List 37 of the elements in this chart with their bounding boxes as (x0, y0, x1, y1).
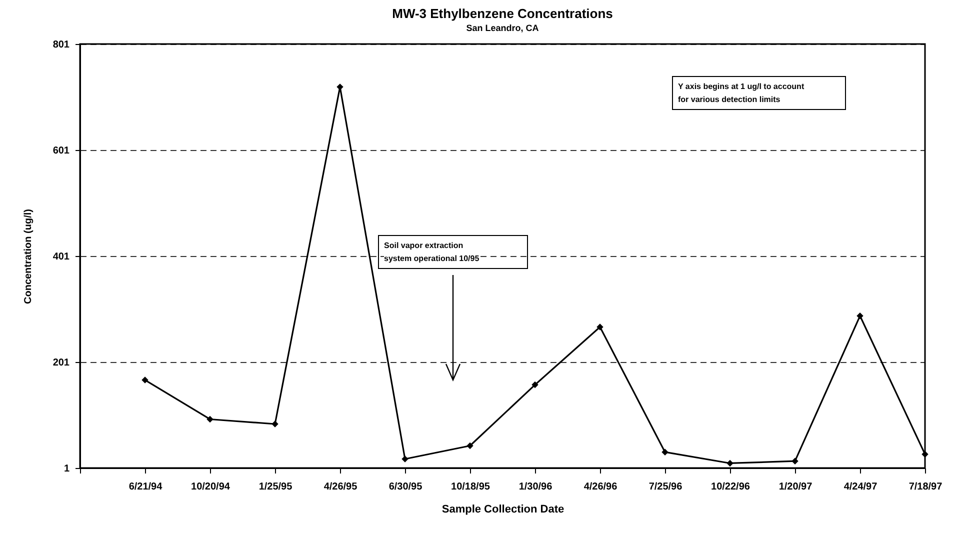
x-tick-label: 4/26/96 (584, 482, 618, 492)
x-tick-label: 6/30/95 (388, 482, 423, 492)
x-tick-label: 4/24/97 (844, 482, 878, 492)
point (206, 416, 214, 423)
point (336, 84, 344, 90)
x-tick-label: 4/26/95 (324, 482, 358, 492)
y-tick-label: 1 (64, 464, 70, 474)
chart-subtitle: San Leandro, CA (466, 23, 540, 33)
x-tick-label: 10/20/94 (191, 482, 230, 492)
x-tick-label: 1/30/96 (518, 482, 553, 492)
x-tick-label: 10/18/95 (451, 482, 490, 492)
x-tick-label: 1/20/97 (778, 482, 813, 492)
annotation: Soil vapor extraction system operational 10/95 (384, 241, 480, 263)
point (272, 420, 278, 428)
x-axis-title: Sample Collection Date (442, 504, 564, 516)
point (856, 312, 864, 320)
point (792, 458, 798, 464)
x-tick-label: 1/25/95 (258, 482, 293, 492)
point (596, 324, 604, 330)
annotation: Y axis begins at 1 ug/l to account for various detection limits (678, 82, 804, 104)
point (466, 442, 474, 450)
point (142, 376, 148, 384)
y-tick-label: 401 (52, 252, 70, 262)
x-tick-label: 7/25/96 (648, 482, 683, 492)
y-tick-label: 201 (52, 358, 70, 368)
y-axis-title: Concentration (ug/l) (22, 209, 34, 304)
x-tick-label: 7/18/97 (908, 482, 943, 492)
point (662, 448, 668, 456)
point (402, 456, 408, 462)
point (922, 450, 928, 458)
y-tick-label: 601 (52, 146, 70, 156)
point (532, 381, 538, 388)
x-tick-label: 6/21/94 (128, 482, 163, 492)
point (726, 460, 734, 467)
y-tick-label: 801 (52, 40, 70, 50)
x-tick-label: 10/22/96 (711, 482, 750, 492)
chart-title: MW-3 Ethylbenzene Concentrations (392, 6, 613, 21)
